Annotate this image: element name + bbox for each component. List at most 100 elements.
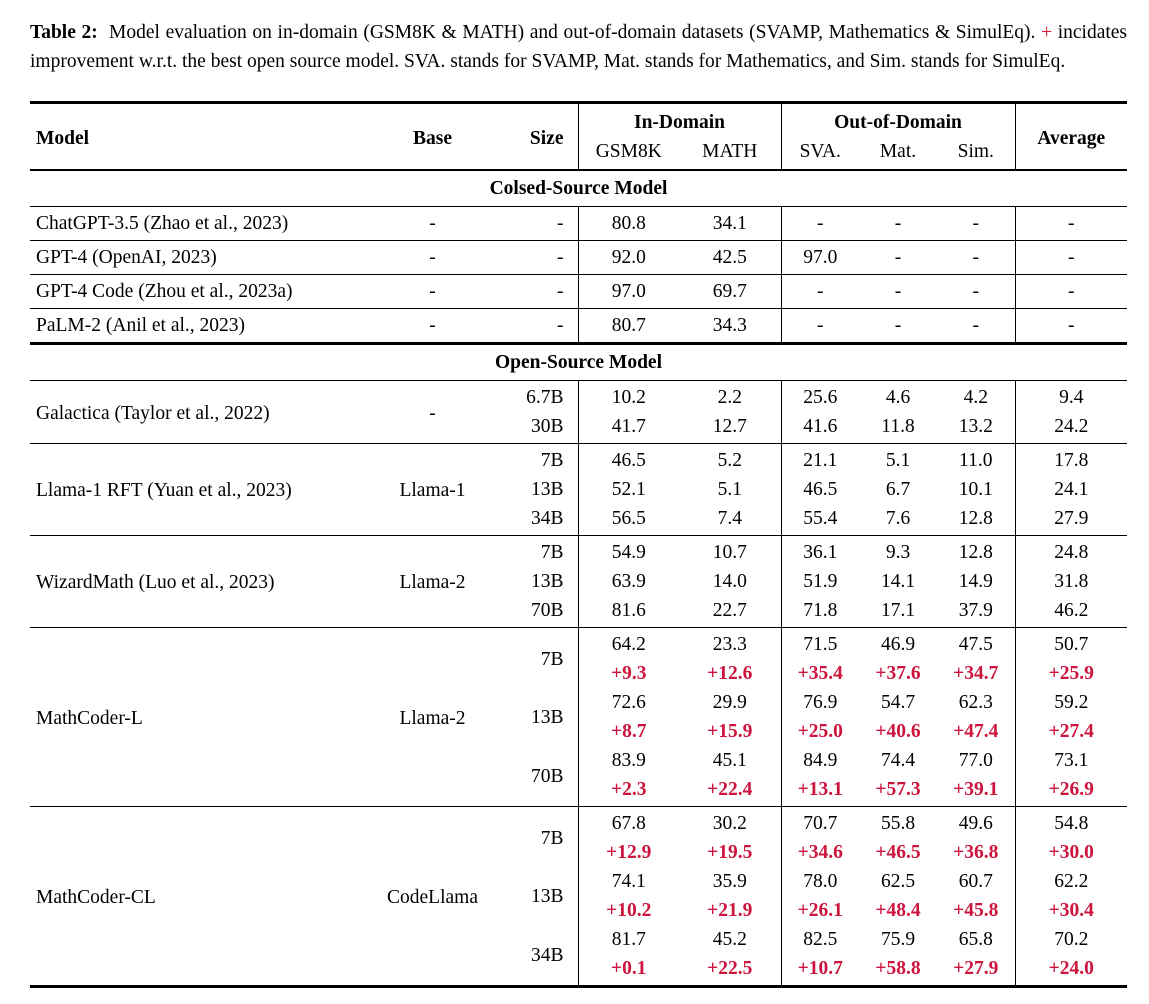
model-name: Llama-1 RFT (Yuan et al., 2023) — [30, 443, 370, 536]
delta-math: +22.5 — [707, 958, 753, 979]
score-sva: 46.5 — [780, 475, 859, 504]
score-math: 29.9 — [712, 692, 747, 713]
col-header-average: Average — [1014, 102, 1127, 170]
score-sim: - — [937, 308, 1015, 344]
score-sva: 51.9 — [780, 567, 859, 596]
model-size: 6.7B — [495, 380, 578, 412]
caption-text-before-plus: Model evaluation on in-domain (GSM8K & M… — [109, 22, 1036, 43]
score-sim: 4.2 — [937, 380, 1015, 412]
score-math: 22.7 — [712, 600, 747, 621]
base-model: - — [370, 308, 495, 344]
delta-mat: +37.6 — [875, 663, 921, 684]
score-sva: 41.6 — [780, 412, 859, 444]
results-table: Model Base Size In-Domain Out-of-Domain … — [30, 101, 1127, 988]
delta-sim: +36.8 — [953, 842, 999, 863]
model-size: - — [495, 308, 578, 344]
table-header: Model Base Size In-Domain Out-of-Domain … — [30, 102, 1127, 170]
col-header-sva: SVA. — [780, 137, 859, 170]
score-mat: 75.9 — [880, 929, 916, 950]
score-sva: 25.6 — [780, 380, 859, 412]
model-size: 7B — [495, 535, 578, 567]
score-sim: 37.9 — [958, 600, 993, 621]
score-mat: 11.8 — [881, 416, 915, 437]
col-header-math: MATH — [702, 141, 758, 162]
base-model: - — [370, 274, 495, 309]
col-header-gsm8k: GSM8K — [577, 137, 679, 170]
delta-sim: +34.7 — [953, 663, 999, 684]
score-gsm8k: 97.0 — [577, 274, 679, 309]
score-average: 17.8 — [1014, 443, 1127, 475]
score-mat: 46.9 — [859, 627, 937, 659]
delta-math: +21.9 — [707, 900, 753, 921]
score-math: 69.7 — [679, 274, 781, 309]
score-sva: - — [780, 206, 859, 241]
score-average: 27.9 — [1014, 504, 1127, 536]
caption-text-after-plus: incidates improvement w.r.t. the best op… — [30, 22, 1128, 72]
score-sva: - — [780, 274, 859, 309]
delta-sim: +45.8 — [953, 900, 999, 921]
delta-math: +22.4 — [707, 779, 753, 800]
delta-sim: +47.4 — [953, 721, 999, 742]
delta-average: +26.9 — [1014, 775, 1127, 807]
score-mat: 9.3 — [859, 535, 937, 567]
delta-sim: +27.9 — [953, 958, 999, 979]
score-gsm8k: 81.7 — [577, 925, 679, 954]
score-gsm8k: 64.2 — [577, 627, 679, 659]
delta-sva: +10.7 — [780, 954, 859, 987]
caption-label: Table 2: — [30, 22, 98, 43]
score-mat: - — [859, 308, 937, 344]
score-sva: 70.7 — [780, 806, 859, 838]
score-average: 50.7 — [1014, 627, 1127, 659]
score-average: - — [1014, 308, 1127, 344]
col-header-in-domain: In-Domain — [577, 102, 781, 137]
delta-math: +12.6 — [707, 663, 753, 684]
model-size: - — [495, 274, 578, 309]
model-size: 34B — [530, 944, 564, 966]
delta-gsm8k: +2.3 — [577, 775, 679, 807]
score-sim: - — [937, 206, 1015, 241]
base-model: Llama-2 — [370, 627, 495, 807]
score-mat: 74.4 — [880, 750, 916, 771]
score-mat: 17.1 — [880, 600, 916, 621]
score-math: 45.1 — [712, 750, 747, 771]
score-gsm8k: 41.7 — [577, 412, 679, 444]
score-sim: 11.0 — [937, 443, 1015, 475]
score-math: 30.2 — [679, 806, 781, 838]
score-sva: 76.9 — [780, 688, 859, 717]
base-model: - — [370, 206, 495, 241]
score-gsm8k: 56.5 — [577, 504, 679, 536]
col-header-base: Base — [413, 128, 452, 149]
table-body: Colsed-Source Model ChatGPT-3.5 (Zhao et … — [30, 169, 1127, 987]
delta-gsm8k: +9.3 — [577, 659, 679, 688]
base-model: Llama-2 — [370, 535, 495, 628]
score-sim: - — [937, 274, 1015, 309]
score-sva: 36.1 — [780, 535, 859, 567]
score-mat: - — [859, 240, 937, 275]
model-size: 7B — [495, 443, 578, 475]
score-average: 73.1 — [1014, 746, 1127, 775]
score-gsm8k: 92.0 — [577, 240, 679, 275]
model-size: 13B — [530, 571, 564, 592]
score-sim: 77.0 — [958, 750, 993, 771]
score-average: 70.2 — [1014, 925, 1127, 954]
delta-sva: +25.0 — [780, 717, 859, 746]
delta-sva: +13.1 — [780, 775, 859, 807]
score-mat: - — [859, 206, 937, 241]
score-average: 54.8 — [1014, 806, 1127, 838]
score-average: - — [1014, 206, 1127, 241]
score-average: 24.1 — [1014, 475, 1127, 504]
score-sva: 55.4 — [780, 504, 859, 536]
model-name: MathCoder-L — [30, 627, 370, 807]
score-sim: 10.1 — [958, 479, 993, 500]
score-sim: 14.9 — [958, 571, 993, 592]
delta-math: +19.5 — [707, 842, 753, 863]
delta-average: +25.9 — [1014, 659, 1127, 688]
score-mat: 5.1 — [859, 443, 937, 475]
model-name: MathCoder-CL — [30, 806, 370, 987]
score-math: 7.4 — [717, 508, 742, 529]
score-average: 62.2 — [1014, 867, 1127, 896]
score-average: 24.8 — [1014, 535, 1127, 567]
score-mat: 62.5 — [880, 871, 916, 892]
score-sim: 65.8 — [958, 929, 993, 950]
delta-average: +24.0 — [1014, 954, 1127, 987]
